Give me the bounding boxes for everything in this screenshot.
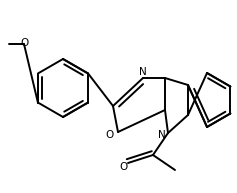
Text: O: O xyxy=(106,130,114,140)
Text: N: N xyxy=(139,67,147,77)
Text: O: O xyxy=(120,162,128,172)
Text: O: O xyxy=(21,38,29,48)
Text: N: N xyxy=(158,130,166,140)
